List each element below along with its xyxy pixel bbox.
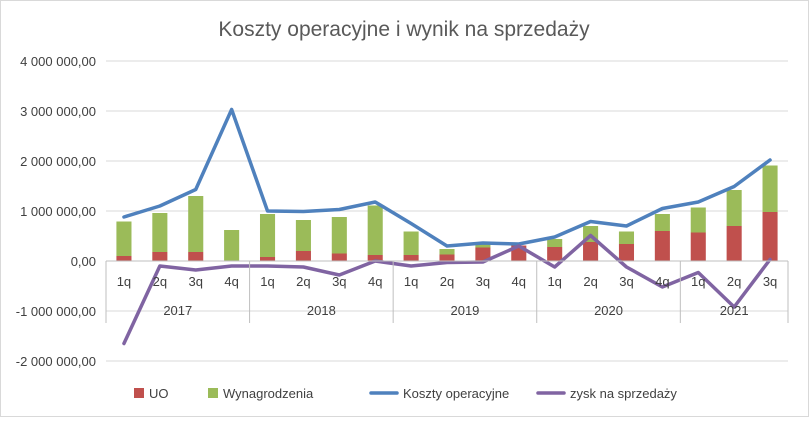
gridlines bbox=[106, 60, 788, 362]
bar-wynagrodzenia bbox=[690, 207, 706, 233]
bar-wynagrodzenia bbox=[654, 214, 670, 231]
x-tick-label: 4q bbox=[224, 274, 238, 289]
bar-wynagrodzenia bbox=[259, 214, 276, 257]
legend-label-uo: UO bbox=[149, 386, 169, 401]
x-tick-label: 3q bbox=[763, 274, 777, 289]
bar-uo bbox=[439, 254, 455, 261]
x-tick-label: 1q bbox=[547, 274, 561, 289]
legend-label-zysk-na-sprzedaży: zysk na sprzedaży bbox=[570, 386, 677, 401]
lines bbox=[122, 107, 772, 346]
x-group-label: 2018 bbox=[307, 303, 336, 318]
bar-uo bbox=[762, 212, 778, 261]
x-tick-label: 3q bbox=[476, 274, 490, 289]
x-tick-label: 1q bbox=[260, 274, 274, 289]
bar-uo bbox=[331, 253, 347, 261]
bar-uo bbox=[690, 232, 706, 261]
x-tick-label: 1q bbox=[404, 274, 418, 289]
y-tick-label: 2 000 000,00 bbox=[20, 154, 96, 169]
bars bbox=[116, 165, 778, 261]
x-tick-label: 4q bbox=[368, 274, 382, 289]
bar-wynagrodzenia bbox=[618, 231, 635, 244]
bar-uo bbox=[618, 244, 635, 261]
x-tick-label: 2q bbox=[153, 274, 167, 289]
legend-label-wynagrodzenia: Wynagrodzenia bbox=[223, 386, 314, 401]
y-tick-label: -2 000 000,00 bbox=[16, 354, 96, 369]
bar-uo bbox=[367, 255, 383, 261]
bar-wynagrodzenia bbox=[116, 221, 132, 256]
x-tick-label: 4q bbox=[512, 274, 526, 289]
y-axis-ticks: -2 000 000,00 -1 000 000,00 0,00 1 000 000,… bbox=[16, 54, 96, 369]
y-tick-label: 3 000 000,00 bbox=[20, 104, 96, 119]
x-tick-label: 1q bbox=[691, 274, 705, 289]
x-tick-label: 2q bbox=[727, 274, 741, 289]
bar-uo bbox=[188, 252, 204, 261]
bar-wynagrodzenia bbox=[188, 196, 204, 252]
x-tick-label: 2q bbox=[440, 274, 454, 289]
bar-uo bbox=[403, 255, 419, 261]
bar-uo bbox=[116, 256, 132, 261]
x-tick-label: 2q bbox=[583, 274, 597, 289]
x-tick-label: 3q bbox=[332, 274, 346, 289]
x-tick-label: 1q bbox=[117, 274, 131, 289]
x-tick-label: 2q bbox=[296, 274, 310, 289]
x-tick-label: 4q bbox=[655, 274, 669, 289]
y-tick-label: 0,00 bbox=[71, 254, 96, 269]
line-koszty-operacyjne bbox=[122, 107, 772, 248]
x-axis: 1q 2q 3q 4q 1q 2q 3q 4q 1q 2q 3q 4q 1q 2q 3q 4q 1q 2q 3q 20… bbox=[105, 260, 789, 323]
bar-wynagrodzenia bbox=[762, 165, 778, 212]
bar-wynagrodzenia bbox=[224, 230, 240, 261]
bar-uo bbox=[259, 257, 276, 261]
x-group-label: 2020 bbox=[594, 303, 623, 318]
bar-uo bbox=[152, 252, 168, 261]
bar-uo bbox=[475, 247, 491, 261]
y-tick-label: 1 000 000,00 bbox=[20, 204, 96, 219]
x-tick-label: 3q bbox=[619, 274, 633, 289]
bar-wynagrodzenia bbox=[331, 217, 347, 254]
bar-wynagrodzenia bbox=[475, 244, 491, 248]
bar-wynagrodzenia bbox=[726, 190, 742, 226]
bar-uo bbox=[726, 226, 742, 261]
line-zysk-na-sprzedaży bbox=[122, 233, 772, 346]
x-group-label: 2017 bbox=[163, 303, 192, 318]
legend-swatch-uo bbox=[134, 388, 144, 398]
bar-wynagrodzenia bbox=[547, 239, 563, 247]
x-tick-label: 3q bbox=[189, 274, 203, 289]
y-tick-label: 4 000 000,00 bbox=[20, 54, 96, 69]
bar-uo bbox=[654, 231, 670, 261]
bar-uo bbox=[583, 242, 599, 261]
bar-wynagrodzenia bbox=[439, 249, 455, 255]
y-tick-label: -1 000 000,00 bbox=[16, 304, 96, 319]
x-group-label: 2021 bbox=[720, 303, 749, 318]
legend-label-koszty-operacyjne: Koszty operacyjne bbox=[403, 386, 509, 401]
x-group-label: 2019 bbox=[450, 303, 479, 318]
bar-wynagrodzenia bbox=[403, 231, 419, 255]
bar-wynagrodzenia bbox=[152, 213, 168, 252]
bar-uo bbox=[547, 247, 563, 261]
legend: UO Wynagrodzenia Koszty operacyjne zysk na … bbox=[134, 386, 677, 401]
bar-uo bbox=[295, 251, 311, 261]
bar-wynagrodzenia bbox=[295, 220, 311, 251]
bar-wynagrodzenia bbox=[367, 205, 383, 255]
chart-title: Koszty operacyjne i wynik na sprzedaży bbox=[218, 18, 590, 41]
legend-swatch-wynagrodzenia bbox=[208, 388, 218, 398]
